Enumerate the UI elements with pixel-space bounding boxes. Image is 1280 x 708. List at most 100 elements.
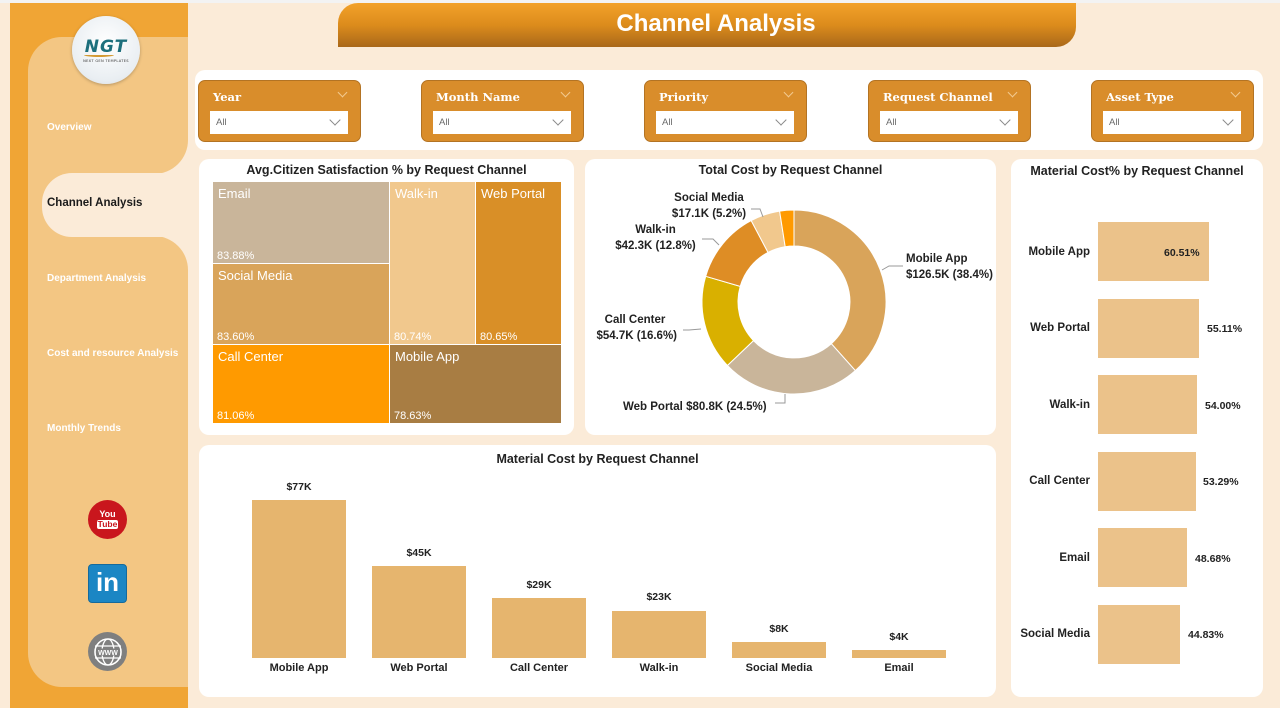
label-category: Social Media	[674, 192, 744, 204]
window-top-border	[0, 0, 1280, 3]
svg-text:WWW: WWW	[98, 649, 118, 656]
tile-value: 80.65%	[480, 331, 518, 343]
column-mobile-app[interactable]	[252, 500, 346, 658]
label-category: Mobile App	[906, 253, 968, 265]
donut-label-web-portal: Web Portal $80.8K (24.5%)	[623, 399, 767, 415]
bar-value-label: $45K	[406, 547, 432, 559]
donut-slice-mobile-app[interactable]	[793, 209, 887, 372]
bar-category-label: Mobile App	[269, 662, 329, 674]
bar-category-label: Call Center	[509, 662, 569, 674]
linkedin-icon-text: in	[95, 567, 120, 597]
treemap-tile-social-media[interactable]: Social Media 83.60%	[212, 263, 390, 345]
slicer-label: Month Name	[436, 90, 520, 104]
tile-value: 78.63%	[394, 410, 432, 422]
priority-dropdown[interactable]: All	[656, 111, 794, 134]
bar-value-label: 44.83%	[1188, 629, 1224, 641]
bar-value-label: 48.68%	[1195, 553, 1231, 565]
slicer-label: Priority	[659, 90, 709, 104]
hbar-social-media[interactable]	[1098, 605, 1180, 664]
slicer-asset-type[interactable]: Asset Type All	[1091, 80, 1254, 142]
logo-subtitle: NEXT GEN TEMPLATES	[83, 58, 129, 63]
tile-label: Call Center	[218, 349, 284, 364]
label-category: Call Center	[604, 314, 666, 326]
request-channel-dropdown[interactable]: All	[880, 111, 1018, 134]
leader-line	[881, 265, 903, 271]
treemap-tile-mobile-app[interactable]: Mobile App 78.63%	[389, 344, 562, 424]
tile-label: Walk-in	[395, 186, 438, 201]
sidebar-item-department-analysis[interactable]: Department Analysis	[47, 273, 147, 284]
slicer-request-channel[interactable]: Request Channel All	[868, 80, 1031, 142]
bar-value-label: $23K	[646, 591, 672, 603]
chevron-down-icon[interactable]	[337, 87, 348, 98]
tile-label: Mobile App	[395, 349, 460, 364]
chevron-down-icon[interactable]	[1007, 87, 1018, 98]
hbar-call-center[interactable]	[1098, 452, 1196, 511]
bar-category-label: Social Media	[1020, 628, 1090, 640]
month-name-dropdown[interactable]: All	[433, 111, 571, 134]
nav-active-highlight	[42, 173, 188, 237]
bar-value-label: 60.51%	[1164, 247, 1200, 259]
donut-slice-email[interactable]	[779, 209, 795, 248]
slicer-label: Asset Type	[1106, 90, 1174, 104]
dropdown-value: All	[662, 117, 673, 128]
donut-slice-web-portal[interactable]	[726, 339, 857, 395]
chevron-down-icon[interactable]	[560, 87, 571, 98]
linkedin-icon[interactable]: in	[88, 564, 127, 603]
logo-swoosh-icon	[84, 53, 114, 57]
youtube-icon[interactable]: You Tube	[88, 500, 127, 539]
sidebar-item-overview[interactable]: Overview	[47, 122, 92, 133]
sidebar-item-cost-resource-analysis[interactable]: Cost and resource Analysis	[47, 348, 179, 359]
bar-category-label: Social Media	[745, 662, 813, 674]
treemap-tile-web-portal[interactable]: Web Portal 80.65%	[475, 181, 562, 345]
treemap-tile-walk-in[interactable]: Walk-in 80.74%	[389, 181, 476, 345]
bar-category-label: Web Portal	[1030, 322, 1090, 334]
chevron-down-icon[interactable]	[999, 114, 1011, 126]
hbar-mobile-app[interactable]	[1098, 222, 1209, 281]
dropdown-value: All	[439, 117, 450, 128]
asset-type-dropdown[interactable]: All	[1103, 111, 1241, 134]
bar-value-label: $77K	[286, 481, 312, 493]
chevron-down-icon[interactable]	[552, 114, 564, 126]
logo-text: NGT	[84, 36, 128, 57]
page-title-banner: Channel Analysis	[338, 3, 1076, 47]
column-web-portal[interactable]	[372, 566, 466, 658]
sidebar-item-channel-analysis[interactable]: Channel Analysis	[47, 197, 143, 209]
leader-line	[702, 238, 720, 246]
year-dropdown[interactable]: All	[210, 111, 348, 134]
slicer-priority[interactable]: Priority All	[644, 80, 807, 142]
bar-category-label: Web Portal	[390, 662, 448, 674]
bar-category-label: Email	[1059, 552, 1090, 564]
chevron-down-icon[interactable]	[775, 114, 787, 126]
hbar-web-portal[interactable]	[1098, 299, 1199, 358]
treemap-tile-call-center[interactable]: Call Center 81.06%	[212, 344, 390, 424]
column-social-media[interactable]	[732, 642, 826, 658]
label-value: $80.8K (24.5%)	[686, 401, 767, 413]
leader-line	[775, 394, 786, 404]
column-email[interactable]	[852, 650, 946, 658]
leader-line	[751, 208, 764, 218]
chart-title: Total Cost by Request Channel	[698, 163, 883, 177]
chevron-down-icon[interactable]	[783, 87, 794, 98]
hbar-walk-in[interactable]	[1098, 375, 1197, 434]
bar-category-label: Walk-in	[1049, 399, 1090, 411]
globe-icon: WWW	[93, 637, 122, 666]
hbar-email[interactable]	[1098, 528, 1187, 587]
treemap-tile-email[interactable]: Email 83.88%	[212, 181, 390, 264]
slicer-year[interactable]: Year All	[198, 80, 361, 142]
chevron-down-icon[interactable]	[1222, 114, 1234, 126]
website-globe-icon[interactable]: WWW	[88, 632, 127, 671]
tile-value: 83.60%	[217, 331, 255, 343]
chevron-down-icon[interactable]	[1230, 87, 1241, 98]
leader-line	[683, 328, 702, 331]
tile-value: 80.74%	[394, 331, 432, 343]
chevron-down-icon[interactable]	[329, 114, 341, 126]
tile-label: Email	[218, 186, 251, 201]
sidebar-item-monthly-trends[interactable]: Monthly Trends	[47, 423, 121, 434]
column-walk-in[interactable]	[612, 611, 706, 658]
bar-value-label: 55.11%	[1207, 323, 1243, 335]
logo: NGT NEXT GEN TEMPLATES	[72, 16, 140, 84]
chart-title: Material Cost% by Request Channel	[1030, 164, 1244, 178]
bar-value-label: 54.00%	[1205, 400, 1241, 412]
column-call-center[interactable]	[492, 598, 586, 658]
slicer-month-name[interactable]: Month Name All	[421, 80, 584, 142]
